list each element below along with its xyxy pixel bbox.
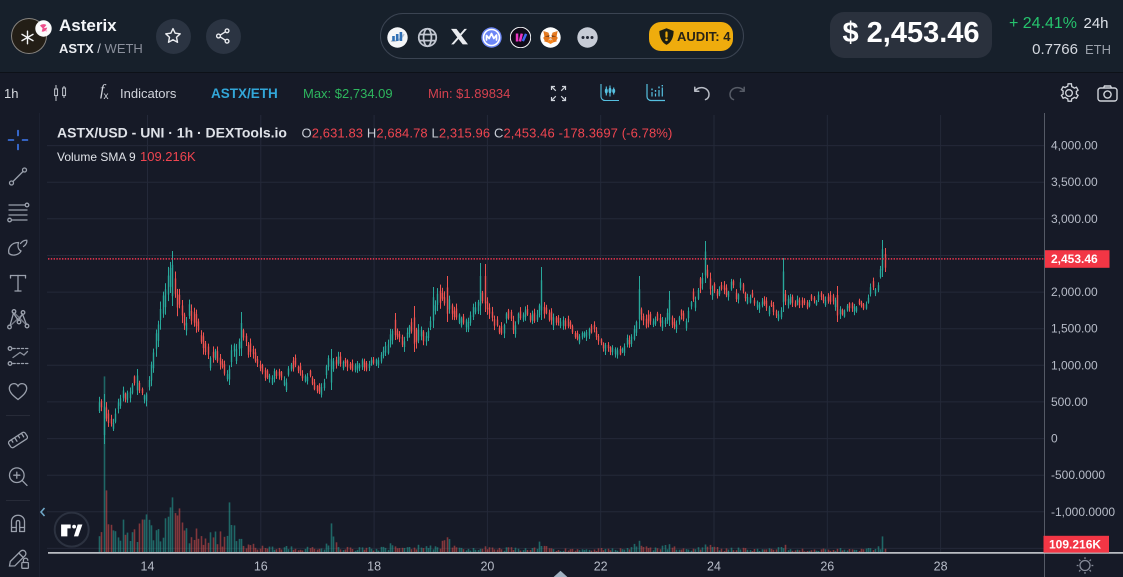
svg-text:ASTX/USD - UNI · 1h · DEXTools: ASTX/USD - UNI · 1h · DEXTools.io bbox=[57, 125, 287, 141]
svg-text:4,000.00: 4,000.00 bbox=[1051, 139, 1098, 153]
svg-text:2,000.00: 2,000.00 bbox=[1051, 285, 1098, 299]
svg-text:1,000.00: 1,000.00 bbox=[1051, 358, 1098, 372]
svg-text:26: 26 bbox=[820, 560, 834, 574]
svg-text:20: 20 bbox=[480, 560, 494, 574]
svg-text:3,000.00: 3,000.00 bbox=[1051, 212, 1098, 226]
svg-text:0: 0 bbox=[1051, 432, 1058, 446]
svg-text:22: 22 bbox=[594, 560, 608, 574]
svg-text:-1,000.0000: -1,000.0000 bbox=[1051, 505, 1115, 519]
svg-text:14: 14 bbox=[141, 560, 155, 574]
svg-text:1,500.00: 1,500.00 bbox=[1051, 322, 1098, 336]
svg-text:O2,631.83 H2,684.78 L2,315.96: O2,631.83 H2,684.78 L2,315.96 C2,453.46 … bbox=[302, 126, 673, 141]
svg-text:109.216K: 109.216K bbox=[1049, 537, 1101, 551]
svg-text:16: 16 bbox=[254, 560, 268, 574]
svg-text:3,500.00: 3,500.00 bbox=[1051, 175, 1098, 189]
svg-text:28: 28 bbox=[934, 560, 948, 574]
svg-text:2,453.46: 2,453.46 bbox=[1051, 252, 1098, 266]
svg-text:18: 18 bbox=[367, 560, 381, 574]
svg-text:109.216K: 109.216K bbox=[140, 149, 196, 164]
svg-text:24: 24 bbox=[707, 560, 721, 574]
svg-text:500.00: 500.00 bbox=[1051, 395, 1088, 409]
svg-text:-500.0000: -500.0000 bbox=[1051, 468, 1105, 482]
svg-text:Volume SMA 9: Volume SMA 9 bbox=[57, 150, 136, 164]
